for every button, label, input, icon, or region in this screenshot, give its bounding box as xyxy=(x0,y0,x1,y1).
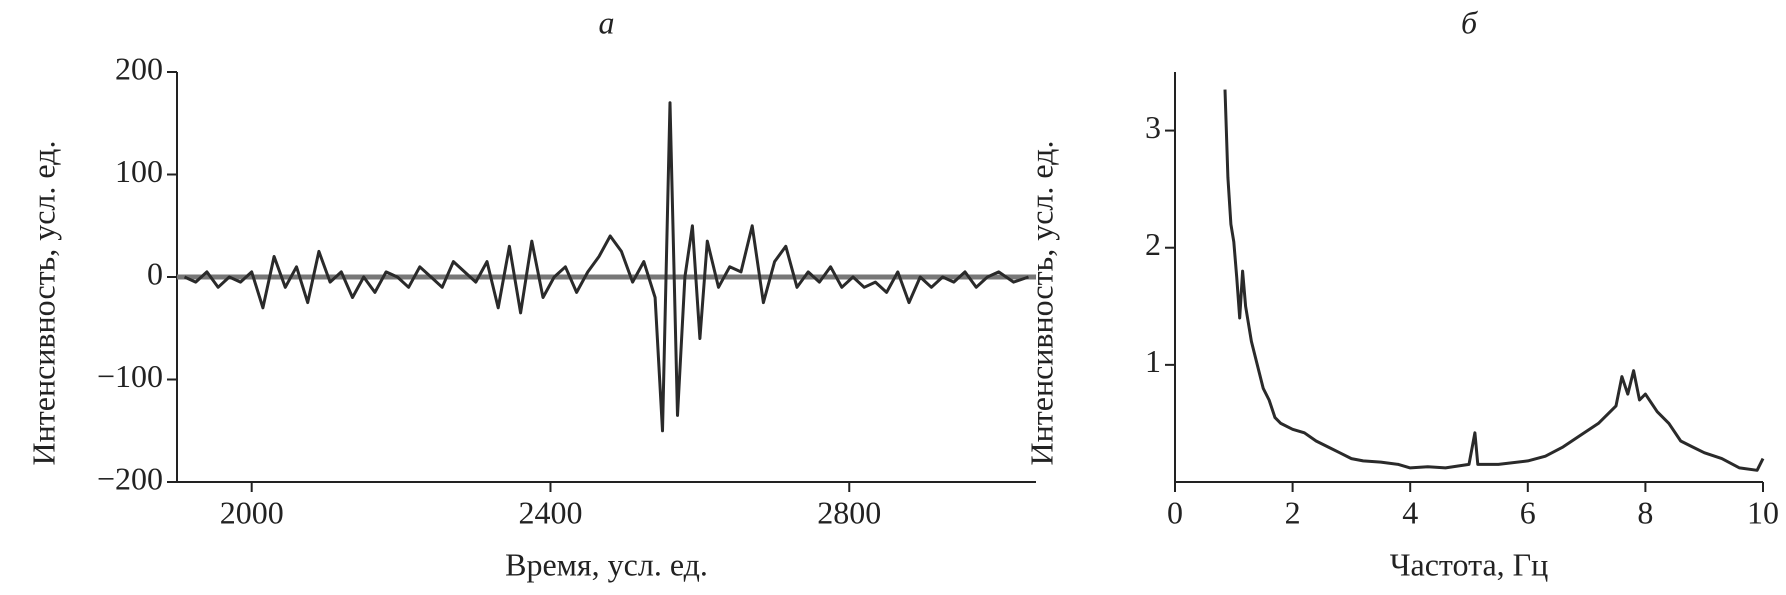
x-tick-label: 8 xyxy=(1637,494,1653,530)
y-tick-label: −100 xyxy=(97,358,163,394)
x-tick-label: 4 xyxy=(1402,494,1418,530)
chart-title: б xyxy=(1461,4,1478,40)
x-tick-label: 2000 xyxy=(220,494,284,530)
chart-title: а xyxy=(599,4,615,40)
x-tick-label: 2400 xyxy=(518,494,582,530)
y-axis-label: Интенсивность, усл. ед. xyxy=(1023,141,1059,466)
y-tick-label: 2 xyxy=(1145,226,1161,262)
x-tick-label: 2800 xyxy=(817,494,881,530)
y-tick-label: −200 xyxy=(97,460,163,496)
x-axis-label: Время, усл. ед. xyxy=(505,546,708,582)
x-axis-label: Частота, Гц xyxy=(1390,546,1549,582)
y-tick-label: 100 xyxy=(115,153,163,189)
y-tick-label: 3 xyxy=(1145,109,1161,145)
x-tick-label: 2 xyxy=(1285,494,1301,530)
y-tick-label: 1 xyxy=(1145,343,1161,379)
data-line xyxy=(183,101,1029,433)
x-tick-label: 6 xyxy=(1520,494,1536,530)
y-tick-label: 0 xyxy=(147,255,163,291)
data-line xyxy=(1223,89,1765,472)
x-tick-label: 0 xyxy=(1167,494,1183,530)
y-tick-label: 200 xyxy=(115,50,163,86)
y-axis-label: Интенсивность, усл. ед. xyxy=(25,141,61,466)
x-tick-label: 10 xyxy=(1747,494,1779,530)
